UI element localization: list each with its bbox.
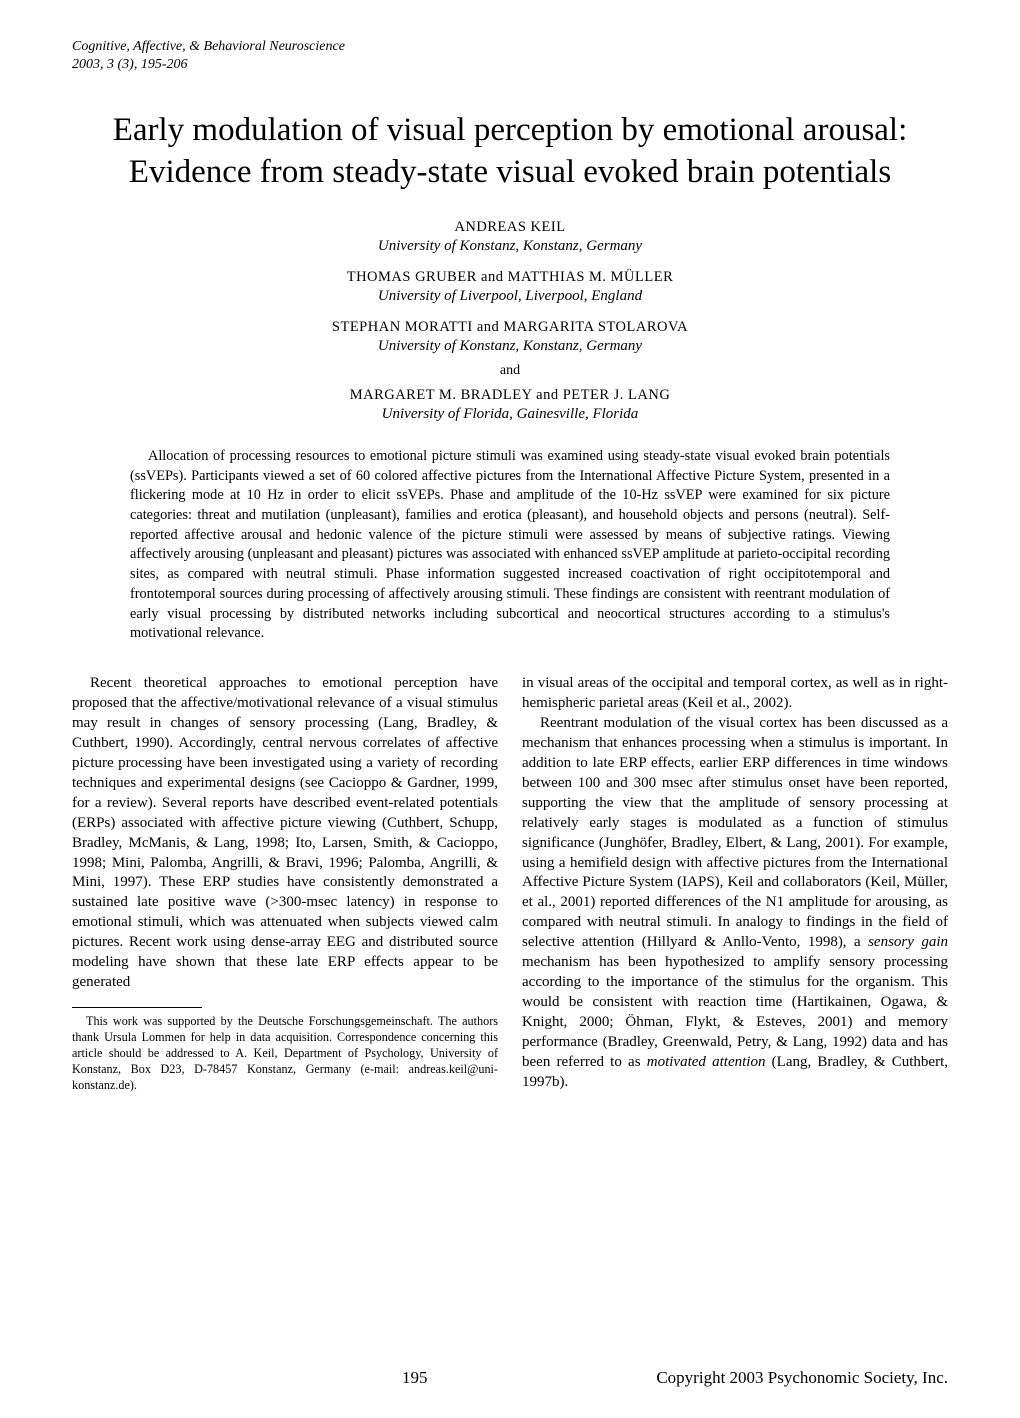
- footnote: This work was supported by the Deutsche …: [72, 1014, 498, 1093]
- footnote-rule: [72, 1007, 202, 1008]
- column-right: in visual areas of the occipital and tem…: [522, 674, 948, 1093]
- author-affiliation: University of Konstanz, Konstanz, German…: [72, 338, 948, 355]
- body-columns: Recent theoretical approaches to emotion…: [72, 674, 948, 1093]
- author-affiliation: University of Konstanz, Konstanz, German…: [72, 238, 948, 255]
- page-number: 195: [402, 1368, 428, 1388]
- journal-name: Cognitive, Affective, & Behavioral Neuro…: [72, 38, 948, 56]
- copyright-text: Copyright 2003 Psychonomic Society, Inc.: [656, 1368, 948, 1388]
- body-text: Reentrant modulation of the visual corte…: [522, 715, 948, 950]
- author-name: STEPHAN MORATTI and MARGARITA STOLAROVA: [72, 319, 948, 336]
- article-title: Early modulation of visual perception by…: [72, 110, 948, 193]
- body-paragraph: in visual areas of the occipital and tem…: [522, 674, 948, 714]
- journal-citation: 2003, 3 (3), 195-206: [72, 56, 948, 74]
- author-name: ANDREAS KEIL: [72, 219, 948, 236]
- abstract: Allocation of processing resources to em…: [130, 447, 890, 644]
- body-paragraph: Reentrant modulation of the visual corte…: [522, 714, 948, 1093]
- body-emphasis: motivated attention: [647, 1054, 766, 1070]
- column-left: Recent theoretical approaches to emotion…: [72, 674, 498, 1093]
- journal-header: Cognitive, Affective, & Behavioral Neuro…: [72, 38, 948, 74]
- author-name: THOMAS GRUBER and MATTHIAS M. MÜLLER: [72, 269, 948, 286]
- page-footer: 195 Copyright 2003 Psychonomic Society, …: [72, 1368, 948, 1388]
- author-affiliation: University of Florida, Gainesville, Flor…: [72, 406, 948, 423]
- author-affiliation: University of Liverpool, Liverpool, Engl…: [72, 288, 948, 305]
- authors-block: ANDREAS KEIL University of Konstanz, Kon…: [72, 219, 948, 423]
- author-name: MARGARET M. BRADLEY and PETER J. LANG: [72, 387, 948, 404]
- body-emphasis: sensory gain: [868, 934, 948, 950]
- body-text: mechanism has been hypothesized to ampli…: [522, 954, 948, 1070]
- body-paragraph: Recent theoretical approaches to emotion…: [72, 674, 498, 993]
- author-connector: and: [72, 363, 948, 379]
